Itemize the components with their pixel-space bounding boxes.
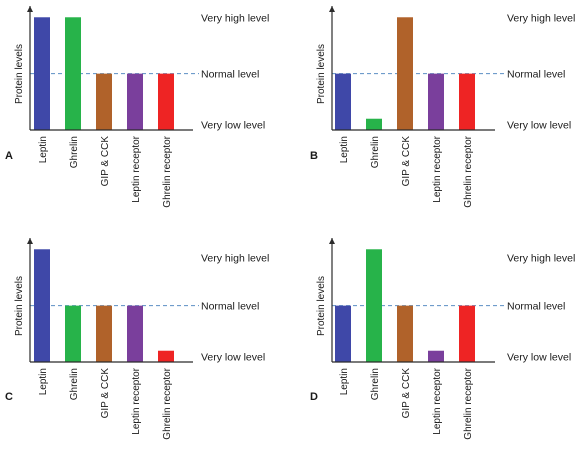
panel-c-letter: C — [5, 391, 13, 403]
panel-a-bar-gip-and-cck — [96, 73, 112, 130]
panel-c-bar-ghrelin-receptor — [158, 350, 174, 362]
panel-b-bar-leptin-receptor — [428, 73, 444, 130]
panel-a-tick-label-gip-and-cck: GIP & CCK — [100, 136, 111, 187]
panel-d-tick-label-leptin: Leptin — [339, 368, 350, 395]
panel-b-tick-label-ghrelin: Ghrelin — [370, 136, 381, 168]
panel-c-bar-gip-and-cck — [96, 305, 112, 362]
panel-a-letter: A — [5, 150, 13, 162]
panel-b-level-label-normal: Normal level — [507, 69, 565, 81]
panel-c-level-label-low: Very low level — [201, 351, 265, 363]
panel-c-level-label-high: Very high level — [201, 253, 269, 265]
panel-b-y-axis-label: Protein levels — [316, 44, 327, 104]
panel-c: C Protein levels Leptin Ghrelin GIP & CCK Lep… — [5, 238, 269, 440]
panel-a: A Protein levels Leptin Ghrelin GIP & CCK Lep… — [5, 6, 269, 208]
panel-c-tick-label-ghrelin: Ghrelin — [69, 368, 80, 400]
panel-c-bar-ghrelin — [65, 305, 81, 362]
panel-a-y-axis-arrow — [27, 6, 33, 12]
panel-b-bar-leptin — [335, 73, 351, 130]
panel-c-tick-label-ghrelin-receptor: Ghrelin receptor — [162, 367, 173, 439]
panel-d-bar-gip-and-cck — [397, 305, 413, 362]
panel-d-tick-label-leptin-receptor: Leptin receptor — [432, 367, 443, 434]
panel-a-tick-label-leptin-receptor: Leptin receptor — [131, 135, 142, 202]
panel-d-bar-ghrelin-receptor — [459, 305, 475, 362]
panel-b-letter: B — [310, 150, 318, 162]
panel-a-tick-label-ghrelin-receptor: Ghrelin receptor — [162, 135, 173, 207]
panel-b-tick-label-leptin-receptor: Leptin receptor — [432, 135, 443, 202]
panel-c-y-axis-arrow — [27, 238, 33, 244]
panel-d-tick-label-ghrelin-receptor: Ghrelin receptor — [463, 367, 474, 439]
panel-b-tick-label-ghrelin-receptor: Ghrelin receptor — [463, 135, 474, 207]
panel-a-tick-label-leptin: Leptin — [38, 136, 49, 163]
panel-d-bar-leptin — [335, 305, 351, 362]
panel-b-level-label-low: Very low level — [507, 119, 571, 131]
panel-d-letter: D — [310, 391, 318, 403]
panel-c-tick-label-gip-and-cck: GIP & CCK — [100, 368, 111, 419]
panel-a-level-label-low: Very low level — [201, 119, 265, 131]
panel-d-bar-leptin-receptor — [428, 350, 444, 362]
panel-a-tick-label-ghrelin: Ghrelin — [69, 136, 80, 168]
panel-b-y-axis-arrow — [329, 6, 335, 12]
panel-d-level-label-low: Very low level — [507, 351, 571, 363]
panel-b-bar-gip-and-cck — [397, 17, 413, 130]
panel-a-bar-leptin-receptor — [127, 73, 143, 130]
panel-a-bar-leptin — [34, 17, 50, 130]
panel-c-y-axis-label: Protein levels — [14, 276, 25, 336]
panel-d-y-axis-arrow — [329, 238, 335, 244]
panel-d-tick-label-gip-and-cck: GIP & CCK — [401, 368, 412, 419]
panel-d: D Protein levels Leptin Ghrelin GIP & CCK Lep… — [310, 238, 575, 440]
panel-a-level-label-high: Very high level — [201, 12, 269, 24]
panel-a-bar-ghrelin-receptor — [158, 73, 174, 130]
panel-d-tick-label-ghrelin: Ghrelin — [370, 368, 381, 400]
panel-b-level-label-high: Very high level — [507, 12, 575, 24]
panel-d-bar-ghrelin — [366, 249, 382, 362]
panel-b-tick-label-leptin: Leptin — [339, 136, 350, 163]
panel-b-bar-ghrelin-receptor — [459, 73, 475, 130]
panel-a-level-label-normal: Normal level — [201, 69, 259, 81]
panel-a-y-axis-label: Protein levels — [14, 44, 25, 104]
panel-c-bar-leptin-receptor — [127, 305, 143, 362]
panel-c-tick-label-leptin: Leptin — [38, 368, 49, 395]
panel-b: B Protein levels Leptin Ghrelin GIP & CCK Lep… — [310, 6, 575, 208]
panel-c-bar-leptin — [34, 249, 50, 362]
panel-b-tick-label-gip-and-cck: GIP & CCK — [401, 136, 412, 187]
panel-d-level-label-high: Very high level — [507, 253, 575, 265]
panel-c-level-label-normal: Normal level — [201, 301, 259, 313]
panel-d-y-axis-label: Protein levels — [316, 276, 327, 336]
panel-a-bar-ghrelin — [65, 17, 81, 130]
panel-c-tick-label-leptin-receptor: Leptin receptor — [131, 367, 142, 434]
panel-b-bar-ghrelin — [366, 118, 382, 130]
panel-d-level-label-normal: Normal level — [507, 301, 565, 313]
